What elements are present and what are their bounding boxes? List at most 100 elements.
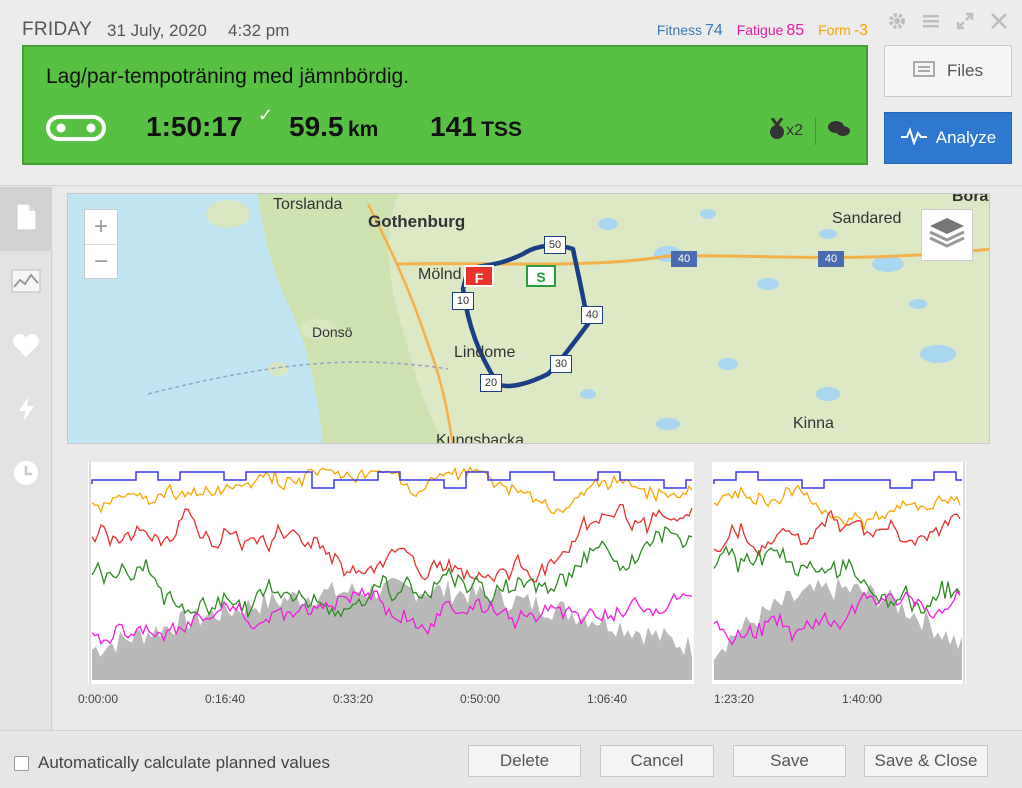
analyze-button[interactable]: Analyze bbox=[884, 112, 1012, 164]
map-label-sandared: Sandared bbox=[832, 210, 902, 227]
lightning-icon bbox=[16, 395, 36, 428]
heart-rate-line bbox=[713, 509, 961, 557]
fatigue-label: Fatigue bbox=[736, 22, 784, 38]
map-label-donso: Donsö bbox=[312, 324, 353, 340]
distance-unit: km bbox=[347, 118, 379, 141]
tss-stat: 141 TSS bbox=[430, 111, 522, 143]
cancel-button[interactable]: Cancel bbox=[600, 745, 714, 777]
distance-marker: 30 bbox=[550, 355, 572, 373]
target-line bbox=[91, 471, 692, 489]
chart-icon bbox=[11, 269, 41, 298]
tss-unit: TSS bbox=[481, 118, 523, 141]
footer-bar: Automatically calculate planned values D… bbox=[0, 730, 1022, 788]
divider bbox=[815, 117, 816, 145]
workout-header: FRIDAY 31 July, 2020 4:32 pm Fitness 74 F… bbox=[0, 0, 1022, 186]
workout-summary-card[interactable]: Lag/par-tempoträning med jämnbördig. 1:5… bbox=[22, 45, 868, 165]
sidebar-item-history[interactable] bbox=[0, 443, 52, 507]
zoom-out-button[interactable]: − bbox=[85, 244, 117, 278]
finish-marker[interactable]: F bbox=[464, 265, 494, 287]
completed-check-icon: ✓ bbox=[258, 105, 274, 125]
layers-icon bbox=[928, 216, 966, 255]
comments-icon[interactable] bbox=[828, 120, 850, 143]
tss-value: 141 bbox=[430, 111, 477, 142]
date-label: 31 July, 2020 bbox=[107, 21, 207, 40]
sidebar-item-power[interactable] bbox=[0, 379, 52, 443]
x-tick-label: 1:06:40 bbox=[586, 692, 628, 706]
route-map[interactable]: Torslanda Gothenburg Sandared Borås Möln… bbox=[67, 193, 990, 444]
map-label-molndal: Mölnd bbox=[418, 266, 462, 283]
workout-chart[interactable] bbox=[88, 462, 966, 684]
speed-line bbox=[91, 525, 693, 619]
target-line bbox=[713, 471, 962, 489]
x-tick-label: 0:33:20 bbox=[332, 692, 374, 706]
distance-marker: 40 bbox=[581, 306, 603, 324]
power-line bbox=[91, 586, 693, 646]
map-label-gothenburg: Gothenburg bbox=[368, 212, 466, 231]
x-tick-label: 0:00:00 bbox=[77, 692, 119, 706]
time-label: 4:32 pm bbox=[228, 21, 290, 40]
elevation-area bbox=[92, 577, 692, 680]
sidebar-item-chart[interactable] bbox=[0, 251, 52, 315]
heart-rate-line bbox=[91, 503, 693, 583]
analyze-label: Analyze bbox=[935, 128, 997, 147]
map-label-kungsbacka: Kungsbacka bbox=[436, 432, 525, 444]
cadence-line bbox=[91, 465, 693, 515]
x-tick-label: 1:23:20 bbox=[713, 692, 755, 706]
auto-calc-label: Automatically calculate planned values bbox=[38, 753, 331, 772]
speed-line bbox=[713, 545, 961, 614]
workout-title: Lag/par-tempoträning med jämnbördig. bbox=[46, 65, 410, 88]
pulse-icon bbox=[900, 126, 928, 150]
delete-button[interactable]: Delete bbox=[468, 745, 581, 777]
distance-marker: 10 bbox=[452, 292, 474, 310]
map-label-kinna: Kinna bbox=[793, 415, 834, 432]
layers-button[interactable] bbox=[921, 209, 973, 261]
form-label: Form bbox=[818, 22, 851, 38]
auto-calc-checkbox[interactable] bbox=[14, 755, 29, 771]
heart-icon bbox=[12, 332, 40, 363]
files-icon bbox=[913, 60, 936, 82]
expand-icon[interactable] bbox=[954, 11, 976, 33]
fitness-metrics: Fitness 74 Fatigue 85 Form -3 bbox=[647, 22, 868, 40]
save-close-button[interactable]: Save & Close bbox=[864, 745, 988, 777]
form-value: -3 bbox=[853, 22, 868, 39]
chart-x-axis: 0:00:00 0:16:40 0:33:20 0:50:00 1:06:40 … bbox=[70, 692, 970, 712]
zoom-in-button[interactable]: + bbox=[93, 213, 108, 240]
distance-stat: 59.5 km bbox=[289, 111, 378, 143]
road-label: 40 bbox=[671, 251, 697, 267]
close-icon[interactable] bbox=[988, 11, 1010, 33]
duration-stat: 1:50:17 bbox=[146, 111, 243, 143]
power-line bbox=[713, 589, 961, 646]
fitness-value: 74 bbox=[705, 22, 723, 39]
duration-value: 1:50:17 bbox=[146, 111, 243, 142]
road-label: 40 bbox=[818, 251, 844, 267]
menu-icon[interactable] bbox=[920, 11, 942, 33]
workout-extras: x2 bbox=[768, 116, 850, 145]
clock-icon bbox=[12, 459, 40, 492]
sidebar-item-health[interactable] bbox=[0, 315, 52, 379]
map-label-boras: Borås bbox=[952, 193, 989, 205]
save-button[interactable]: Save bbox=[733, 745, 846, 777]
x-tick-label: 0:16:40 bbox=[204, 692, 246, 706]
distance-value: 59.5 bbox=[289, 111, 344, 142]
sidebar bbox=[0, 187, 52, 730]
medal-icon bbox=[768, 116, 786, 145]
start-marker[interactable]: S bbox=[526, 265, 556, 287]
fitness-label: Fitness bbox=[656, 22, 703, 38]
sidebar-item-summary[interactable] bbox=[0, 187, 52, 251]
medal-count: x2 bbox=[786, 122, 803, 139]
elevation-area bbox=[714, 577, 962, 680]
zoom-controls: + − bbox=[84, 209, 118, 279]
gear-icon[interactable] bbox=[886, 11, 908, 33]
cadence-line bbox=[713, 484, 961, 532]
files-label: Files bbox=[947, 61, 983, 80]
bike-chain-icon bbox=[46, 115, 106, 141]
x-tick-label: 1:40:00 bbox=[841, 692, 883, 706]
fatigue-value: 85 bbox=[786, 22, 805, 39]
day-label: FRIDAY bbox=[22, 19, 93, 40]
document-icon bbox=[15, 203, 37, 236]
files-button[interactable]: Files bbox=[884, 45, 1012, 97]
window-controls bbox=[886, 11, 1010, 33]
distance-marker: 20 bbox=[480, 374, 502, 392]
map-label-torslanda: Torslanda bbox=[273, 196, 343, 213]
auto-calc-option[interactable]: Automatically calculate planned values bbox=[14, 753, 330, 773]
